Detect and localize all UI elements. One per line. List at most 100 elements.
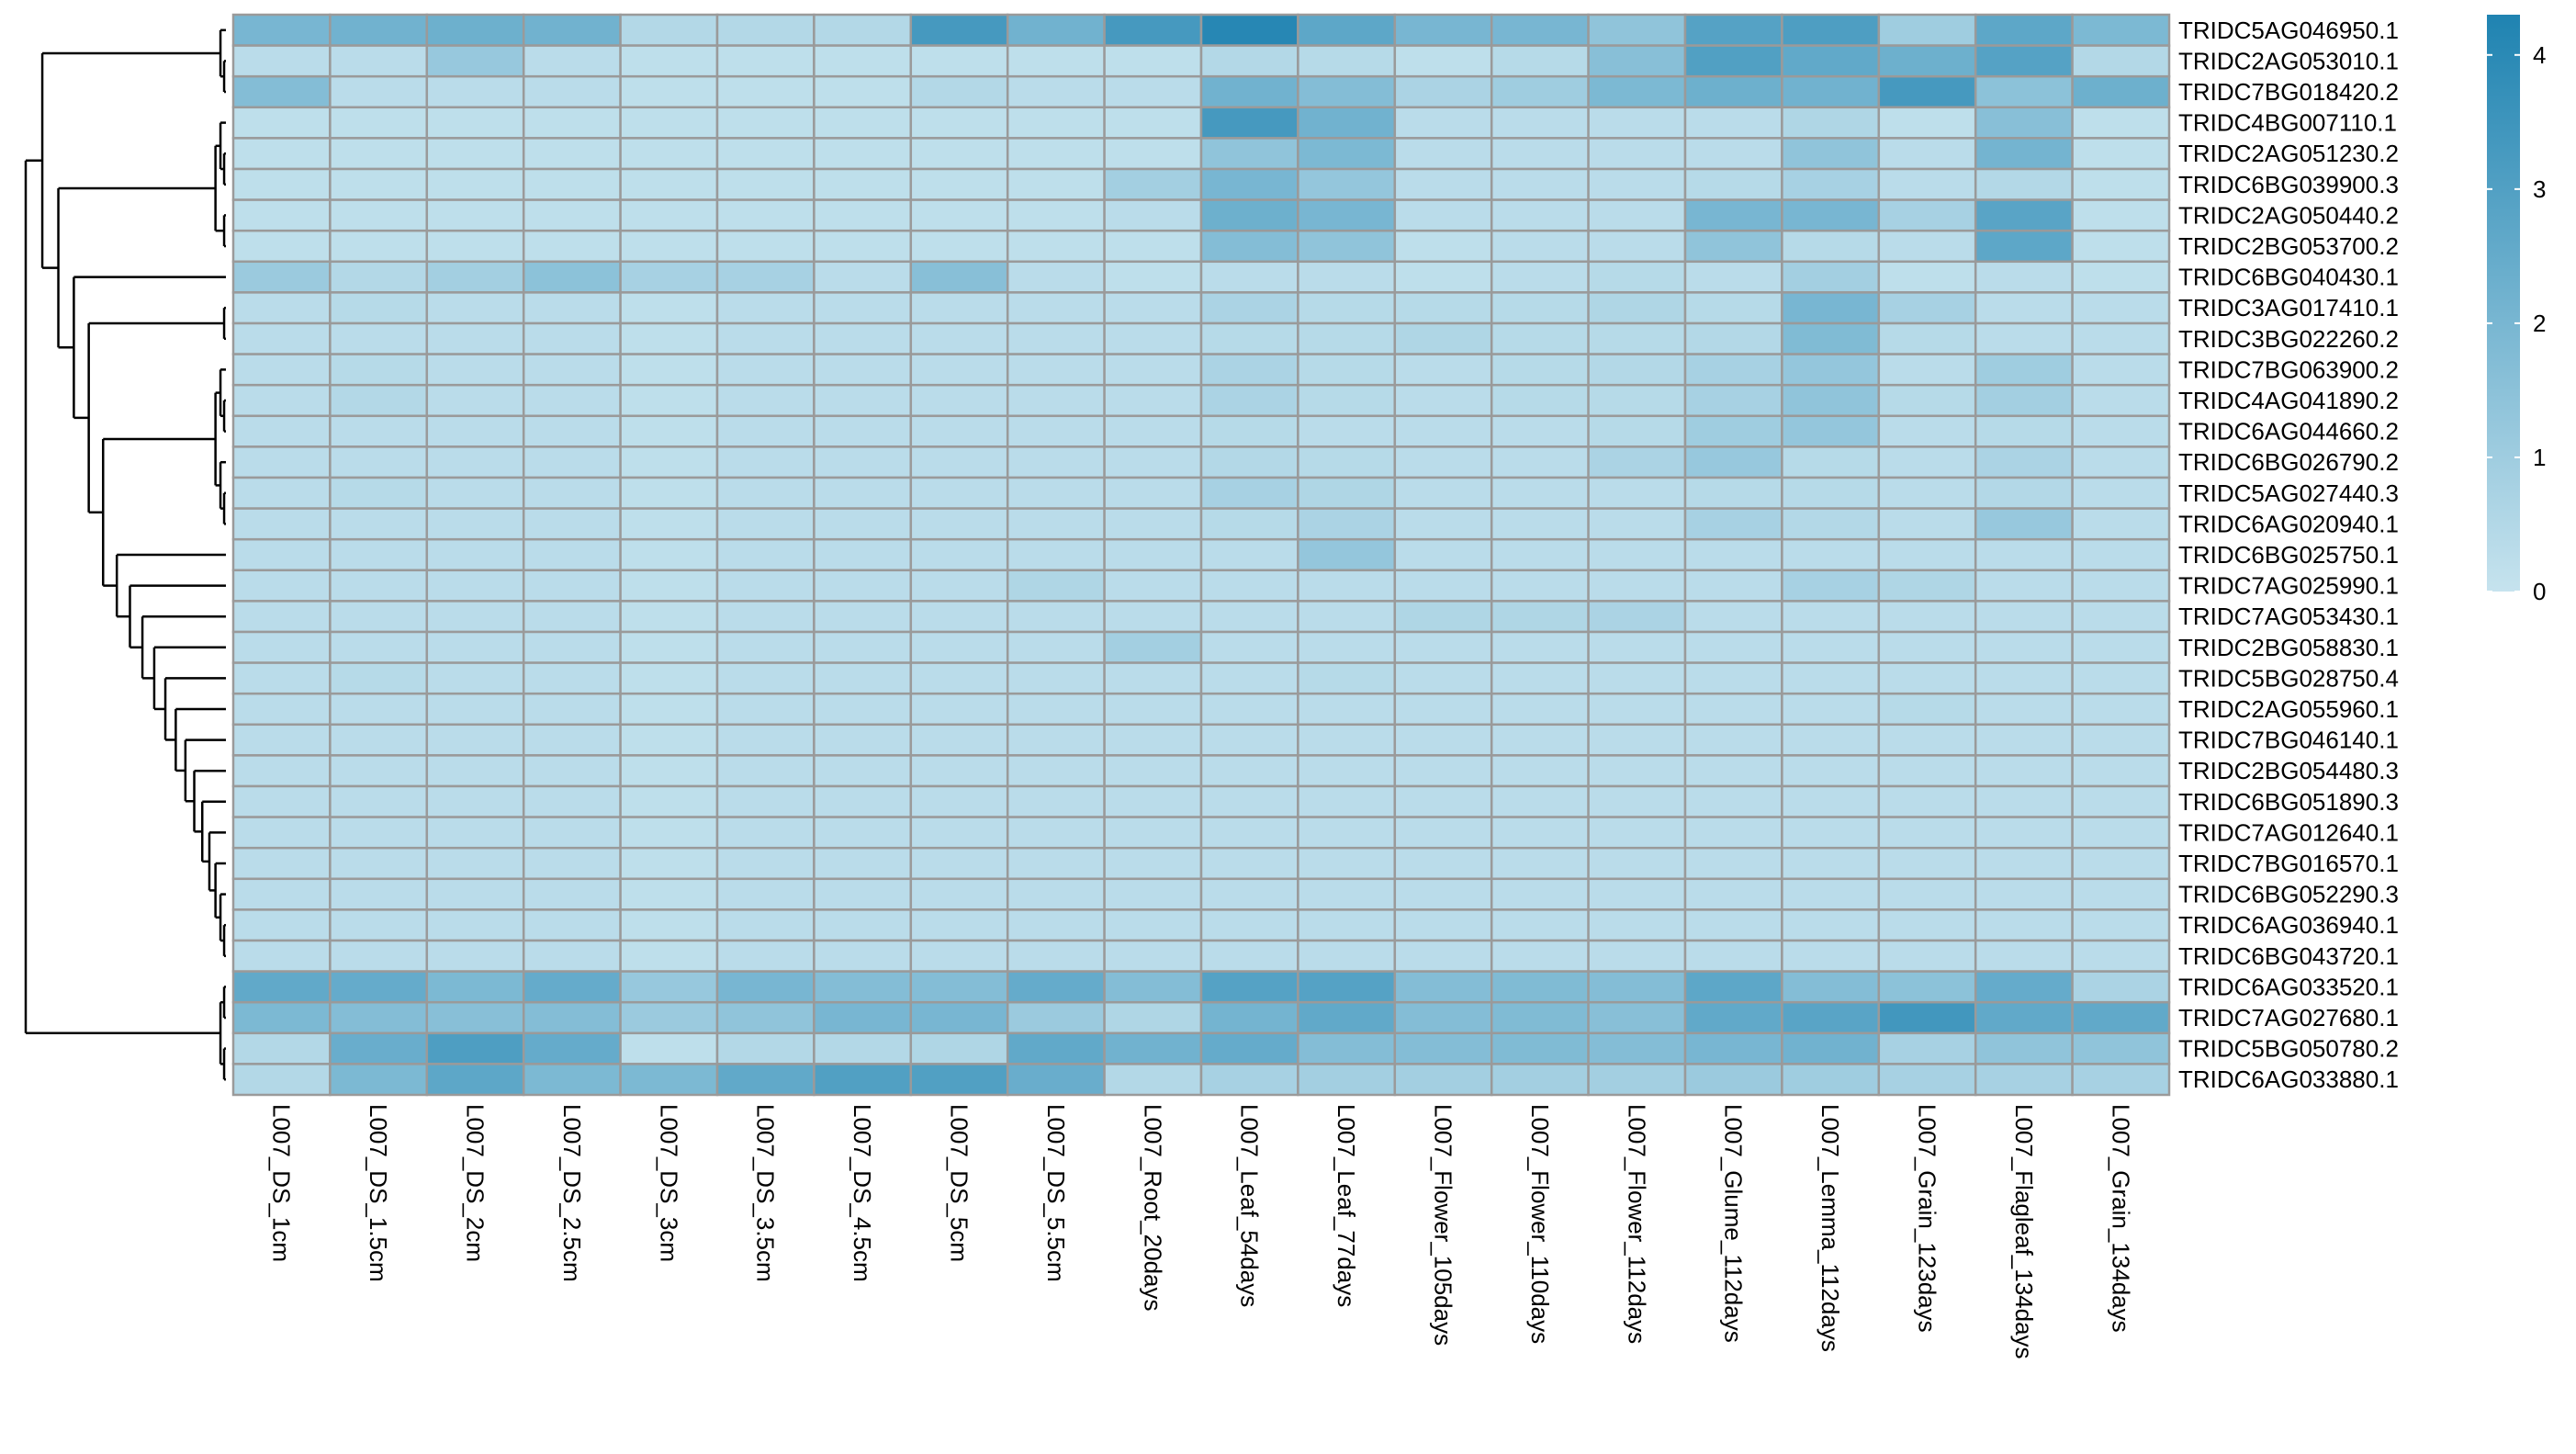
heatmap-cell [329, 13, 429, 47]
heatmap-cell [1683, 816, 1783, 850]
heatmap-cell [231, 198, 332, 232]
heatmap-cell [231, 600, 332, 634]
heatmap-cell [1103, 260, 1203, 294]
heatmap-cell [619, 692, 719, 727]
row-label: TRIDC4AG041890.2 [2178, 387, 2399, 414]
heatmap-cell [231, 1000, 332, 1035]
heatmap-cell [522, 970, 622, 1004]
heatmap-cell [715, 877, 816, 911]
heatmap-cell [2071, 970, 2171, 1004]
heatmap-cell [1781, 137, 1881, 171]
heatmap-cell [1877, 970, 1977, 1004]
heatmap-cell [619, 1031, 719, 1065]
column-label: L007_Grain_123days [1914, 1104, 1941, 1333]
heatmap-cell [1683, 846, 1783, 881]
heatmap-cell [1683, 877, 1783, 911]
heatmap-cell [1490, 1063, 1590, 1097]
heatmap-cell [619, 229, 719, 264]
heatmap-cell [1490, 260, 1590, 294]
heatmap-cell [909, 816, 1009, 850]
row-label: TRIDC7AG053430.1 [2178, 603, 2399, 630]
heatmap-cell [1781, 507, 1881, 541]
heatmap-cell [813, 476, 913, 510]
heatmap-cell [231, 167, 332, 201]
heatmap-cell [715, 846, 816, 881]
heatmap-cell [1683, 198, 1783, 232]
heatmap-cell [329, 569, 429, 603]
heatmap-cell [1297, 661, 1397, 695]
heatmap-cell [425, 816, 525, 850]
row-label: TRIDC7AG025990.1 [2178, 572, 2399, 600]
heatmap-cell [329, 784, 429, 818]
heatmap-cell [1877, 537, 1977, 572]
heatmap-cell [1006, 630, 1106, 664]
heatmap-cell [619, 383, 719, 418]
heatmap-cell [813, 321, 913, 355]
heatmap-cell [813, 74, 913, 109]
row-label: TRIDC6AG044660.2 [2178, 418, 2399, 445]
heatmap-cell [425, 507, 525, 541]
heatmap-cell [1199, 13, 1299, 47]
heatmap-cell [1297, 476, 1397, 510]
heatmap-cell [715, 445, 816, 479]
heatmap-cell [1006, 600, 1106, 634]
heatmap-cell [619, 13, 719, 47]
heatmap-cell [425, 229, 525, 264]
heatmap-cell [1006, 877, 1106, 911]
heatmap-cell [1297, 569, 1397, 603]
heatmap-cell [1683, 970, 1783, 1004]
heatmap-cell [425, 630, 525, 664]
heatmap-cell [909, 167, 1009, 201]
heatmap-cell [1103, 816, 1203, 850]
heatmap-cell [231, 260, 332, 294]
heatmap-cell [1490, 600, 1590, 634]
heatmap-cell [1199, 784, 1299, 818]
heatmap-cell [1490, 569, 1590, 603]
heatmap-cell [1683, 661, 1783, 695]
row-label: TRIDC7AG027680.1 [2178, 1004, 2399, 1031]
heatmap-cell [813, 939, 913, 973]
heatmap-cell [909, 445, 1009, 479]
heatmap-cell [1006, 445, 1106, 479]
heatmap-cell [1877, 167, 1977, 201]
heatmap-cell [1877, 661, 1977, 695]
heatmap-cell [1587, 723, 1687, 757]
heatmap-cell [522, 507, 622, 541]
heatmap-cell [715, 939, 816, 973]
heatmap-cell [1490, 74, 1590, 109]
heatmap-cell [1781, 569, 1881, 603]
heatmap-cell [1683, 445, 1783, 479]
heatmap-cell [231, 1031, 332, 1065]
heatmap-cell [1393, 1031, 1493, 1065]
heatmap-cell [2071, 661, 2171, 695]
heatmap-cell [909, 44, 1009, 78]
heatmap-cell [1781, 723, 1881, 757]
heatmap-cell [1974, 106, 2074, 140]
heatmap-cell [1006, 260, 1106, 294]
heatmap-cell [1297, 353, 1397, 387]
heatmap-cell [813, 383, 913, 418]
heatmap-cell [1006, 198, 1106, 232]
heatmap-cell [1877, 74, 1977, 109]
row-label: TRIDC4BG007110.1 [2178, 109, 2397, 137]
row-labels: TRIDC5AG046950.1 TRIDC2AG053010.1 TRIDC7BG… [2178, 17, 2399, 1093]
heatmap-cell [522, 383, 622, 418]
heatmap-cell [1877, 321, 1977, 355]
heatmap-cell [425, 908, 525, 942]
heatmap-cell [1974, 1000, 2074, 1035]
heatmap-cell [1199, 260, 1299, 294]
heatmap-cell [231, 353, 332, 387]
heatmap-cell [1587, 877, 1687, 911]
heatmap-cell [909, 754, 1009, 788]
heatmap-cell [813, 106, 913, 140]
heatmap-cell [1974, 198, 2074, 232]
heatmap-cell [1199, 1031, 1299, 1065]
heatmap-cell [619, 816, 719, 850]
heatmap-cell [231, 137, 332, 171]
heatmap-cell [715, 507, 816, 541]
heatmap-cell [1199, 106, 1299, 140]
heatmap-cell [1974, 476, 2074, 510]
heatmap-cell [909, 630, 1009, 664]
heatmap-cell [1393, 321, 1493, 355]
heatmap-cell [1877, 908, 1977, 942]
